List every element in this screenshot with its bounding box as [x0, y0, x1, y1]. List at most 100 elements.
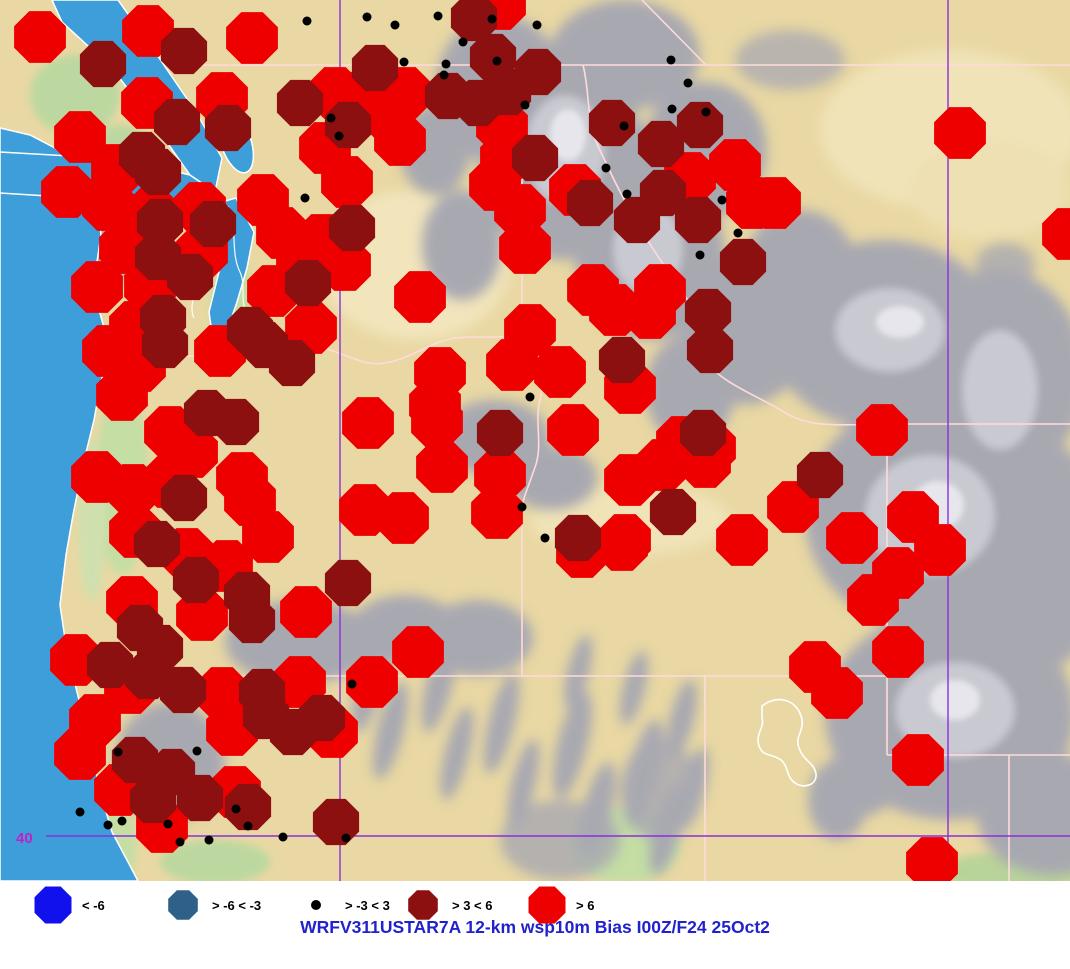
bias-marker-octagon [377, 492, 429, 544]
bias-marker-dot [619, 121, 629, 131]
bias-marker-octagon [276, 79, 324, 127]
bias-marker-octagon [469, 33, 517, 81]
legend-dot-icon [311, 900, 321, 910]
bias-marker-dot [117, 816, 127, 826]
bias-marker-octagon [588, 99, 636, 147]
bias-marker-dot [231, 804, 241, 814]
bias-marker-octagon [1042, 208, 1070, 260]
bias-marker-octagon [312, 798, 360, 846]
bias-marker-octagon [54, 111, 106, 163]
bias-marker-octagon [134, 148, 182, 196]
bias-marker-octagon [394, 271, 446, 323]
bias-marker-octagon [674, 196, 722, 244]
bias-marker-octagon [374, 114, 426, 166]
bias-marker-octagon [166, 253, 214, 301]
bias-marker-octagon [554, 514, 602, 562]
bias-marker-dot [334, 131, 344, 141]
bias-marker-octagon [547, 404, 599, 456]
bias-marker-dot [341, 833, 351, 843]
bias-marker-dot [695, 250, 705, 260]
bias-marker-octagon [226, 12, 278, 64]
plot-title: WRFV311USTAR7A 12-km wsp10m Bias I00Z/F2… [300, 917, 770, 937]
bias-marker-octagon [268, 339, 316, 387]
bias-marker-octagon [811, 667, 863, 719]
legend-item: > -6 < -3 [160, 883, 261, 927]
legend-item: < -6 [30, 883, 105, 927]
bias-marker-dot [525, 392, 535, 402]
bias-marker-octagon [346, 656, 398, 708]
bias-marker-octagon [124, 652, 172, 700]
legend-octagon-icon [408, 890, 438, 920]
bias-marker-dot [433, 11, 443, 21]
bias-marker-dot [390, 20, 400, 30]
bias-marker-octagon [450, 0, 498, 42]
bias-marker-octagon [676, 101, 724, 149]
border-bc-alberta [641, 0, 707, 66]
bias-marker-dot [487, 14, 497, 24]
bias-marker-octagon [476, 409, 524, 457]
bias-marker-octagon [416, 441, 468, 493]
bias-marker-octagon [82, 179, 134, 231]
bias-marker-octagon [298, 694, 346, 742]
bias-marker-octagon [637, 120, 685, 168]
latitude-40-label: 40 [16, 830, 33, 847]
bias-marker-octagon [351, 44, 399, 92]
bias-marker-octagon [392, 626, 444, 678]
bias-marker-octagon [280, 586, 332, 638]
bias-marker-dot [733, 228, 743, 238]
bias-marker-dot [439, 70, 449, 80]
bias-marker-octagon [321, 156, 373, 208]
bias-marker-octagon [486, 339, 538, 391]
legend-item-label: > 6 [576, 897, 595, 913]
bias-marker-dot [517, 502, 527, 512]
bias-marker-dot [204, 835, 214, 845]
bias-marker-dot [175, 837, 185, 847]
bias-marker-dot [622, 189, 632, 199]
bias-marker-octagon [129, 776, 177, 824]
bias-marker-octagon [796, 451, 844, 499]
bias-marker-octagon [534, 346, 586, 398]
bias-marker-octagon [686, 326, 734, 374]
legend-item: > -3 < 3 [293, 883, 390, 927]
bias-marker-octagon [471, 487, 523, 539]
bias-marker-dot [458, 37, 468, 47]
bias-marker-dot [347, 679, 357, 689]
legend-octagon-icon [168, 890, 198, 920]
bias-marker-octagon [136, 198, 184, 246]
bias-marker-dot [717, 195, 727, 205]
bias-marker-octagon [176, 774, 224, 822]
bias-marker-dot [300, 193, 310, 203]
bias-marker-octagon [826, 512, 878, 564]
bias-marker-octagon [484, 68, 532, 116]
bias-marker-dot [441, 59, 451, 69]
legend-item-label: < -6 [82, 897, 105, 913]
bias-marker-octagon [906, 837, 958, 881]
bias-marker-octagon [598, 336, 646, 384]
bias-marker-dot [326, 113, 336, 123]
bias-marker-octagon [159, 666, 207, 714]
bias-marker-octagon [684, 288, 732, 336]
bias-marker-octagon [189, 200, 237, 248]
bias-marker-octagon [566, 179, 614, 227]
great-salt-lake-outline [757, 698, 817, 787]
bias-marker-dot [683, 78, 693, 88]
bias-marker-octagon [342, 397, 394, 449]
bias-marker-octagon [719, 238, 767, 286]
bias-marker-octagon [172, 556, 220, 604]
bias-marker-dot [492, 56, 502, 66]
bias-marker-octagon [324, 559, 372, 607]
bias-marker-octagon [160, 27, 208, 75]
bias-marker-octagon [54, 728, 106, 780]
bias-marker-octagon [204, 104, 252, 152]
bias-marker-dot [192, 746, 202, 756]
bias-marker-dot [75, 807, 85, 817]
bias-marker-octagon [224, 783, 272, 831]
bias-marker-dot [701, 107, 711, 117]
bias-marker-octagon [749, 177, 801, 229]
legend-octagon-icon [34, 886, 72, 924]
bias-markers-3to6-layer [79, 0, 844, 846]
legend-item-label: > -3 < 3 [345, 897, 390, 913]
bias-marker-octagon [411, 396, 463, 448]
bias-markers-neutral-layer [75, 11, 743, 847]
bias-marker-octagon [511, 134, 559, 182]
